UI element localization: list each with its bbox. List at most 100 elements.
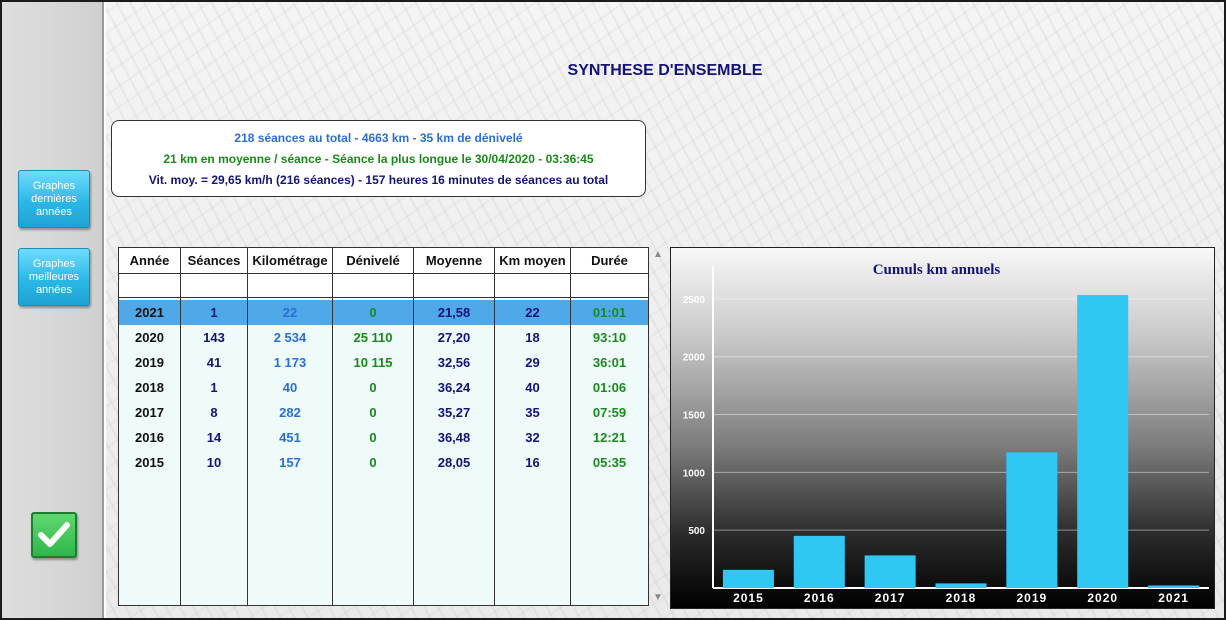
yearly-stats-table: Année Séances Kilométrage Dénivelé Moyen… (118, 247, 649, 606)
cell-elevation: 25 110 (353, 330, 393, 345)
cell-duration: 07:59 (592, 405, 627, 420)
cell-year: 2021 (135, 305, 164, 320)
cell-sessions: 14 (206, 430, 222, 445)
cell-distance: 451 (279, 430, 301, 445)
sidebar: Graphes dernières années Graphes meilleu… (2, 2, 104, 618)
cell-year: 2017 (135, 405, 164, 420)
cell-elevation: 0 (369, 305, 377, 320)
x-tick-label: 2019 (1017, 591, 1048, 605)
table-row[interactable]: 2015 10 157 0 28,05 16 05:35 (119, 450, 648, 475)
chart-title: Cumuls km annuels (873, 262, 1001, 278)
scroll-down-icon[interactable]: ▼ (653, 592, 663, 603)
header-year[interactable]: Année (129, 253, 170, 268)
cell-distance: 1 173 (273, 355, 307, 370)
cell-elevation: 0 (369, 405, 377, 420)
x-tick-label: 2015 (733, 591, 764, 605)
cell-average: 28,05 (437, 455, 471, 470)
summary-line-total: 218 séances au total - 4663 km - 35 km d… (234, 131, 523, 145)
bar (1148, 585, 1200, 588)
cell-sessions: 143 (203, 330, 225, 345)
table-row[interactable]: 2020 143 2 534 25 110 27,20 18 93:10 (119, 325, 648, 350)
summary-line-average: 21 km en moyenne / séance - Séance la pl… (163, 152, 594, 166)
cell-average: 21,58 (437, 305, 471, 320)
header-avg-km[interactable]: Km moyen (499, 253, 566, 268)
table-row[interactable]: 2019 41 1 173 10 115 32,56 29 36:01 (119, 350, 648, 375)
cell-duration: 01:01 (592, 305, 627, 320)
filter-row (119, 274, 648, 298)
header-distance[interactable]: Kilométrage (252, 253, 328, 268)
cell-avg-km: 29 (525, 355, 540, 370)
cell-sessions: 8 (210, 405, 218, 420)
cell-avg-km: 32 (525, 430, 540, 445)
cell-distance: 40 (282, 380, 298, 395)
header-duration[interactable]: Durée (591, 253, 628, 268)
column-divider (247, 248, 248, 605)
cell-elevation: 0 (369, 430, 377, 445)
table-row[interactable]: 2021 1 22 0 21,58 22 01:01 (119, 300, 648, 325)
cell-duration: 36:01 (592, 355, 627, 370)
y-tick-label: 2500 (683, 295, 706, 306)
cell-duration: 05:35 (592, 455, 627, 470)
x-tick-label: 2020 (1087, 591, 1118, 605)
graphs-last-years-button[interactable]: Graphes dernières années (18, 170, 90, 228)
cell-sessions: 10 (206, 455, 222, 470)
bar (864, 555, 916, 588)
cell-year: 2018 (135, 380, 164, 395)
summary-line-speed: Vit. moy. = 29,65 km/h (216 séances) - 1… (148, 173, 609, 187)
main-panel: SYNTHESE D'ENSEMBLE 218 séances au total… (106, 2, 1224, 618)
table-scrollbar[interactable]: ▲ ▼ (651, 247, 665, 606)
x-tick-label: 2021 (1158, 591, 1189, 605)
graphs-best-years-button[interactable]: Graphes meilleures années (18, 248, 90, 306)
header-elevation[interactable]: Dénivelé (346, 253, 400, 268)
y-tick-label: 1500 (683, 411, 706, 422)
cell-average: 27,20 (437, 330, 471, 345)
cell-distance: 157 (279, 455, 301, 470)
table-row[interactable]: 2016 14 451 0 36,48 32 12:21 (119, 425, 648, 450)
page-title: SYNTHESE D'ENSEMBLE (567, 62, 763, 79)
cell-avg-km: 18 (525, 330, 540, 345)
cell-sessions: 1 (210, 305, 218, 320)
cell-avg-km: 16 (525, 455, 540, 470)
x-tick-label: 2018 (946, 591, 977, 605)
table-row[interactable]: 2017 8 282 0 35,27 35 07:59 (119, 400, 648, 425)
bar (1077, 294, 1129, 588)
cell-avg-km: 40 (525, 380, 540, 395)
column-divider (413, 248, 414, 605)
x-tick-label: 2016 (804, 591, 835, 605)
bar (722, 569, 774, 588)
bar (793, 535, 845, 588)
cell-average: 36,48 (437, 430, 471, 445)
cell-elevation: 0 (369, 455, 377, 470)
table-header: Année Séances Kilométrage Dénivelé Moyen… (119, 248, 648, 274)
annual-km-chart: Cumuls km annuels 500 1000 1500 2000 2500 2015… (670, 247, 1215, 609)
summary-box: 218 séances au total - 4663 km - 35 km d… (111, 120, 646, 197)
cell-distance: 2 534 (273, 330, 307, 345)
cell-distance: 22 (282, 305, 298, 320)
column-divider (570, 248, 571, 605)
cell-elevation: 10 115 (353, 355, 393, 370)
cell-year: 2016 (135, 430, 164, 445)
cell-year: 2019 (135, 355, 164, 370)
header-sessions[interactable]: Séances (187, 253, 241, 268)
cell-average: 35,27 (437, 405, 471, 420)
y-tick-label: 1000 (683, 468, 706, 479)
cell-year: 2015 (135, 455, 164, 470)
scroll-up-icon[interactable]: ▲ (653, 249, 663, 260)
bar (935, 583, 987, 588)
cell-duration: 12:21 (592, 430, 627, 445)
checkmark-icon (38, 522, 70, 547)
bar (1006, 452, 1058, 588)
cell-avg-km: 22 (525, 305, 540, 320)
cell-sessions: 41 (206, 355, 222, 370)
cell-duration: 93:10 (592, 330, 627, 345)
cell-duration: 01:06 (592, 380, 627, 395)
chart-canvas: Cumuls km annuels 500 1000 1500 2000 2500 2015… (683, 262, 1209, 605)
cell-avg-km: 35 (525, 405, 540, 420)
header-average[interactable]: Moyenne (425, 253, 483, 268)
cell-average: 36,24 (437, 380, 471, 395)
ok-button[interactable] (31, 512, 77, 558)
y-tick-label: 500 (688, 526, 705, 537)
table-row[interactable]: 2018 1 40 0 36,24 40 01:06 (119, 375, 648, 400)
y-tick-label: 2000 (683, 353, 706, 364)
cell-elevation: 0 (369, 380, 377, 395)
